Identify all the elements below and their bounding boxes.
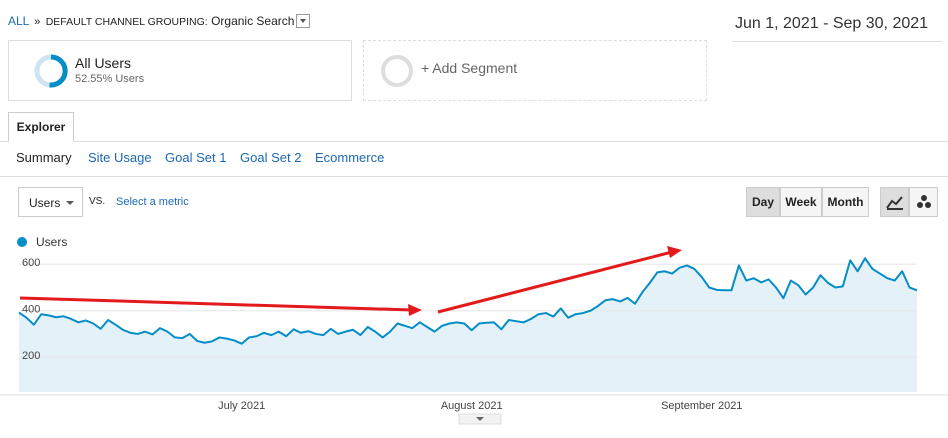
breadcrumb-value: Organic Search (211, 14, 295, 28)
subtab[interactable]: Goal Set 1 (165, 150, 227, 165)
select-metric[interactable]: Select a metric (116, 196, 189, 208)
subtab-rule (0, 176, 948, 177)
date-underline (732, 41, 942, 42)
arrow-down (19, 296, 413, 312)
add-segment-card[interactable]: + Add Segment (363, 40, 707, 101)
breadcrumb-dimension: DEFAULT CHANNEL GROUPING: (45, 16, 208, 28)
annotation-arrows (19, 246, 682, 316)
segment-donut (34, 54, 68, 88)
motion-chart-button[interactable] (909, 187, 938, 217)
y-tick-label: 600 (22, 257, 40, 269)
tab-rule (0, 141, 948, 142)
handle-arrow (476, 417, 484, 421)
y-tick-label: 200 (22, 350, 40, 362)
legend-dot (17, 237, 27, 247)
y-tick-label: 400 (22, 304, 40, 316)
breadcrumb: ALL » DEFAULT CHANNEL GROUPING: Organic … (8, 14, 294, 28)
subtab[interactable]: Summary (16, 150, 72, 165)
subtab[interactable]: Ecommerce (315, 150, 385, 165)
dropdown-arrow (66, 201, 74, 205)
dropdown-arrow (300, 19, 306, 23)
segment-card[interactable]: All Users 52.55% Users (8, 40, 352, 101)
chart: 200 400 600 July 2021 August 2021 September … (0, 235, 948, 425)
area (19, 258, 917, 392)
date-range[interactable]: Jun 1, 2021 - Sep 30, 2021 (735, 15, 929, 32)
subtab[interactable]: Goal Set 2 (240, 150, 302, 165)
segment-name: All Users (75, 55, 132, 71)
tab[interactable]: Explorer (8, 112, 74, 142)
legend-label: Users (36, 235, 67, 249)
x-tick-label: July 2021 (218, 400, 265, 412)
granularity-button[interactable]: Month (822, 187, 869, 217)
breadcrumb-separator: » (34, 16, 41, 28)
line-icon (885, 196, 903, 210)
add-segment-circle (381, 55, 413, 87)
line-chart-button[interactable] (880, 187, 909, 217)
segment-detail: 52.55% Users (75, 73, 145, 85)
metric-dropdown[interactable]: Users (18, 187, 83, 217)
vs-label: VS. (89, 196, 106, 207)
arrow-up (437, 250, 673, 314)
x-tick-label: August 2021 (441, 400, 503, 412)
arrowhead (408, 304, 422, 316)
x-tick-label: September 2021 (661, 400, 742, 412)
metric-name: Users (29, 196, 61, 210)
granularity-button[interactable]: Day (746, 187, 780, 217)
granularity-button[interactable]: Week (780, 187, 822, 217)
arrowhead (667, 246, 682, 258)
bubble-icon (916, 195, 931, 208)
breadcrumb-root[interactable]: ALL (8, 14, 29, 28)
add-segment-label: + Add Segment (421, 60, 518, 76)
line (18, 257, 918, 345)
subtab[interactable]: Site Usage (88, 150, 152, 165)
breadcrumb-dropdown[interactable] (296, 14, 310, 28)
